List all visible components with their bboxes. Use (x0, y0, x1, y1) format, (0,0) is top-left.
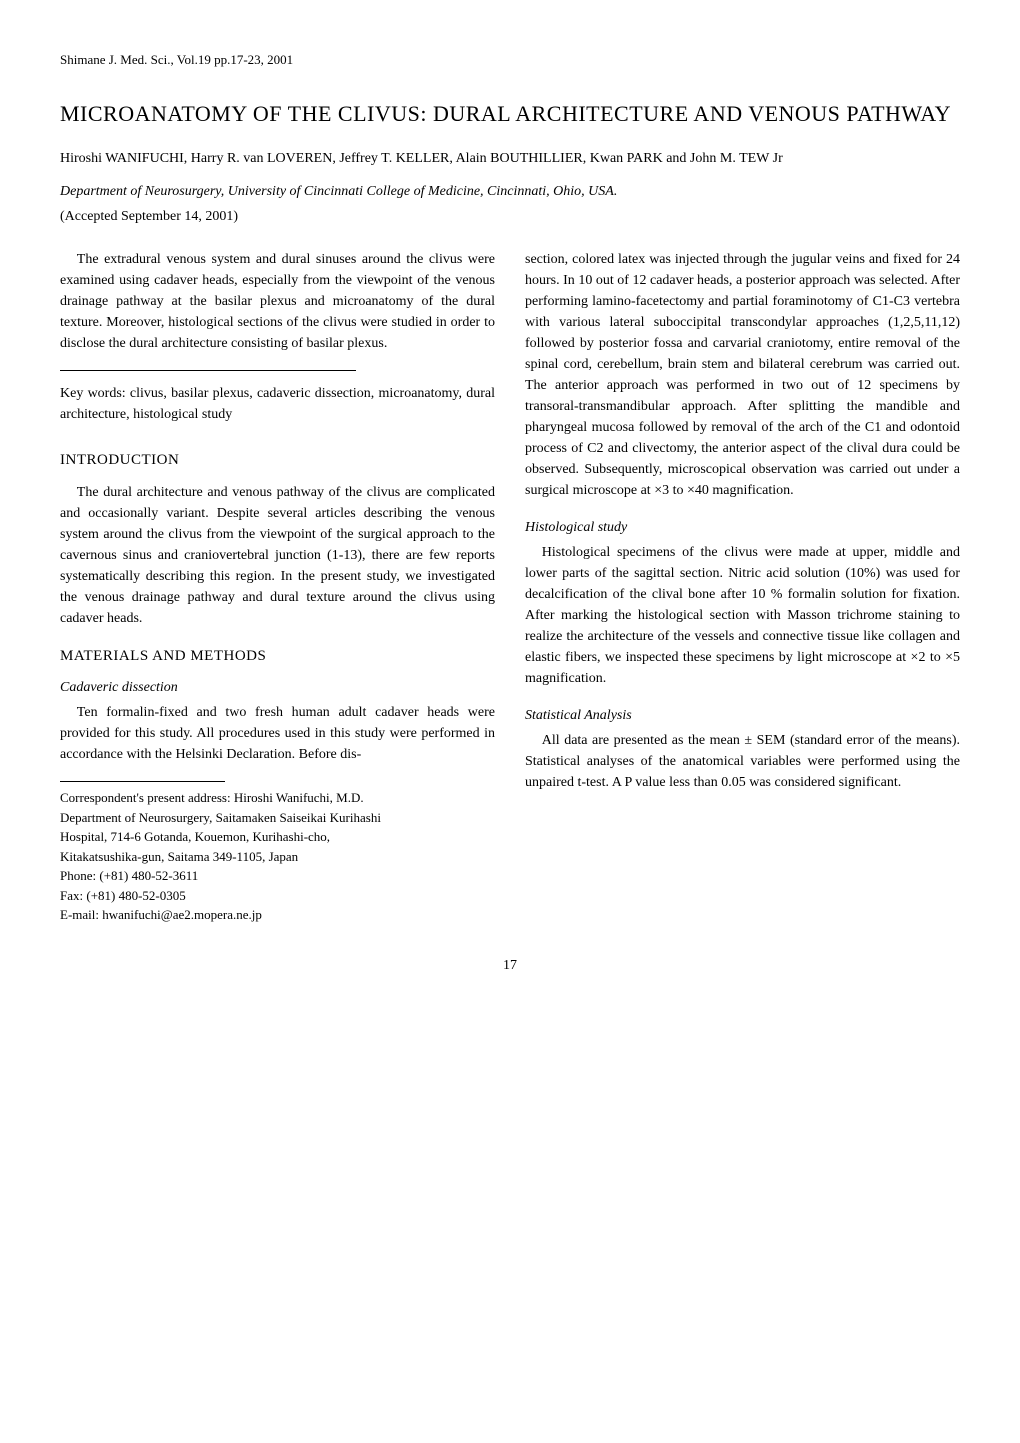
abstract-divider (60, 370, 356, 371)
page-number: 17 (60, 955, 960, 976)
authors-list: Hiroshi WANIFUCHI, Harry R. van LOVEREN,… (60, 148, 960, 169)
cadaveric-para-right: section, colored latex was injected thro… (525, 249, 960, 501)
histological-para: Histological specimens of the clivus wer… (525, 542, 960, 689)
correspondent-line: Correspondent's present address: Hiroshi… (60, 788, 495, 808)
keywords: Key words: clivus, basilar plexus, cadav… (60, 383, 495, 425)
histological-subheading: Histological study (525, 517, 960, 538)
journal-header: Shimane J. Med. Sci., Vol.19 pp.17-23, 2… (60, 50, 960, 70)
introduction-heading: INTRODUCTION (60, 449, 495, 472)
statistical-subheading: Statistical Analysis (525, 705, 960, 726)
accepted-date: (Accepted September 14, 2001) (60, 206, 960, 227)
correspondent-line: Phone: (+81) 480-52-3611 (60, 866, 495, 886)
materials-heading: MATERIALS AND METHODS (60, 645, 495, 668)
cadaveric-subheading: Cadaveric dissection (60, 677, 495, 698)
correspondent-line: Kitakatsushika-gun, Saitama 349-1105, Ja… (60, 847, 495, 867)
two-column-layout: The extradural venous system and dural s… (60, 249, 960, 925)
introduction-para: The dural architecture and venous pathwa… (60, 482, 495, 629)
correspondent-line: E-mail: hwanifuchi@ae2.mopera.ne.jp (60, 905, 495, 925)
statistical-para: All data are presented as the mean ± SEM… (525, 730, 960, 793)
cadaveric-para-left: Ten formalin-fixed and two fresh human a… (60, 702, 495, 765)
correspondent-line: Fax: (+81) 480-52-0305 (60, 886, 495, 906)
correspondent-line: Hospital, 714-6 Gotanda, Kouemon, Kuriha… (60, 827, 495, 847)
correspondent-divider (60, 781, 225, 782)
correspondent-block: Correspondent's present address: Hiroshi… (60, 788, 495, 925)
paper-title: MICROANATOMY OF THE CLIVUS: DURAL ARCHIT… (60, 100, 960, 129)
abstract-text: The extradural venous system and dural s… (60, 249, 495, 354)
right-column: section, colored latex was injected thro… (525, 249, 960, 925)
correspondent-line: Department of Neurosurgery, Saitamaken S… (60, 808, 495, 828)
affiliation: Department of Neurosurgery, University o… (60, 181, 960, 202)
left-column: The extradural venous system and dural s… (60, 249, 495, 925)
